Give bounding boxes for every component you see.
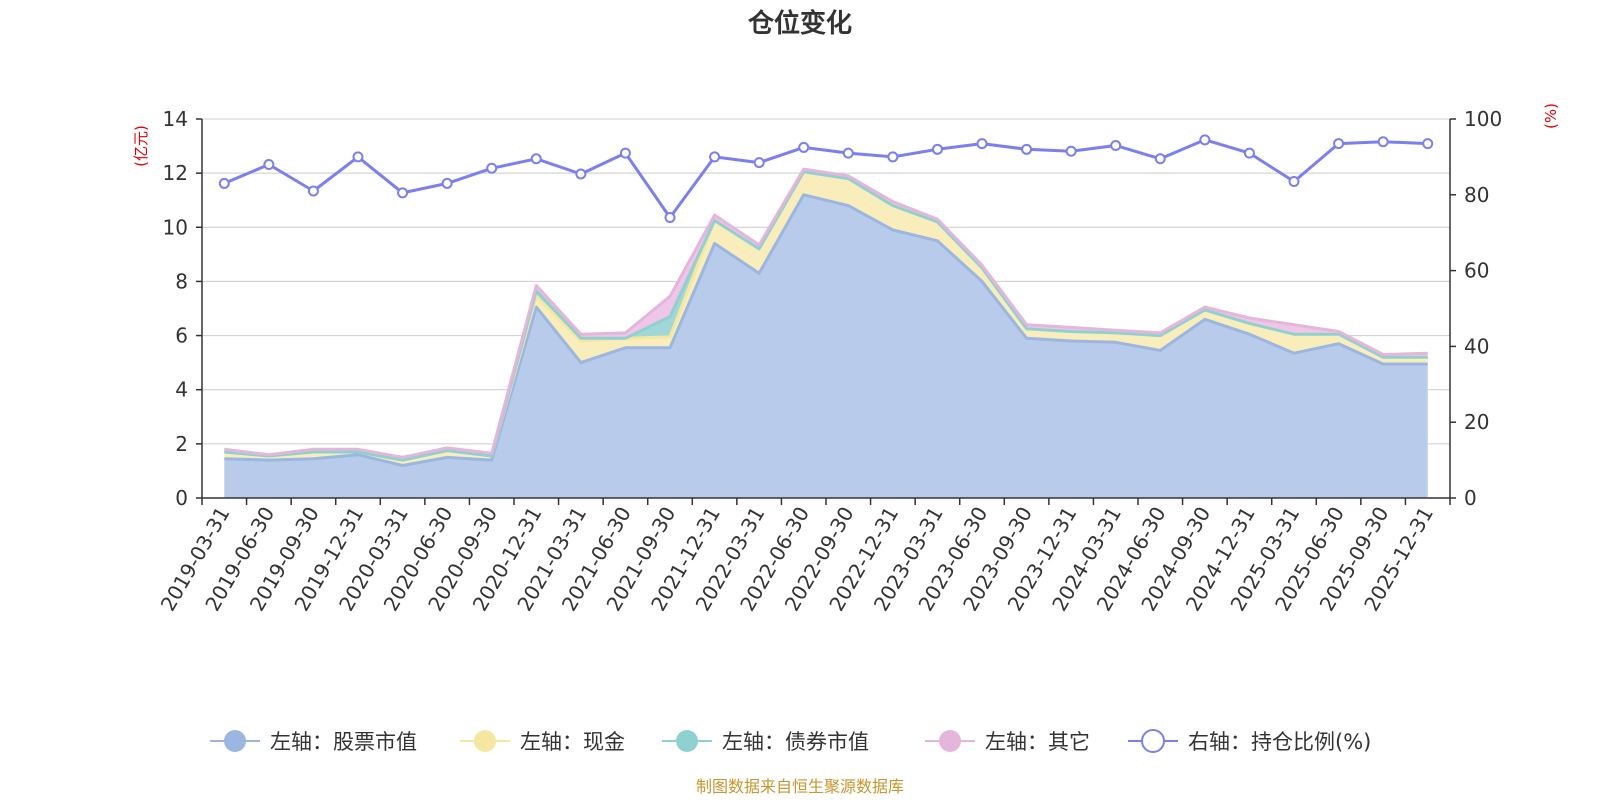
legend-label: 左轴：股票市值 [270, 730, 417, 754]
ratio-point [1199, 134, 1211, 146]
ratio-point [1288, 176, 1300, 188]
ratio-point [1333, 138, 1345, 150]
ratio-point [664, 212, 676, 224]
left-tick-label: 8 [175, 269, 188, 293]
area-edge-左轴：其它 [224, 167, 1428, 459]
legend-label: 左轴：债券市值 [722, 730, 869, 754]
ratio-point [976, 138, 988, 150]
ratio-line [223, 138, 1428, 219]
ratio-point [1110, 140, 1122, 152]
left-tick-label: 6 [175, 324, 188, 348]
left-tick-label: 4 [175, 378, 188, 402]
ratio-point [931, 143, 943, 155]
ratio-point [575, 168, 587, 180]
area-edge-左轴：债券市值 [224, 170, 1428, 462]
ratio-point [1377, 136, 1389, 148]
stacked-areas [224, 167, 1428, 499]
left-tick-label: 0 [175, 486, 188, 510]
legend-label: 右轴：持仓比例(%) [1188, 730, 1371, 754]
right-axis-unit: (%) [1542, 103, 1560, 129]
legend-item[interactable]: 左轴：债券市值 [662, 730, 869, 754]
chart-title: 仓位变化 [747, 8, 852, 39]
ratio-point [709, 151, 721, 163]
ratio-point [842, 147, 854, 159]
ratio-point [1065, 145, 1077, 157]
ratio-point [397, 187, 409, 199]
legend: 左轴：股票市值 左轴：现金 左轴：债券市值 左轴：其它 右轴：持仓比例(%) [210, 729, 1371, 754]
legend-marker [939, 730, 961, 752]
ratio-point [1021, 143, 1033, 155]
right-tick-label: 0 [1464, 486, 1477, 510]
legend-item[interactable]: 左轴：股票市值 [210, 730, 417, 754]
ratio-point [798, 141, 810, 153]
right-tick-label: 40 [1464, 334, 1489, 358]
left-axis-unit: (亿元) [132, 125, 150, 167]
legend-label: 左轴：现金 [520, 730, 625, 754]
ratio-point [619, 147, 631, 159]
right-tick-label: 60 [1464, 259, 1489, 283]
ratio-point [1243, 147, 1255, 159]
ratio-point [441, 177, 453, 189]
ratio-point [263, 158, 275, 170]
area-edge-左轴：股票市值 [224, 193, 1428, 467]
ratio-point [486, 162, 498, 174]
ratio-point [887, 151, 899, 163]
legend-label: 左轴：其它 [985, 730, 1090, 754]
ratio-point [530, 153, 542, 165]
right-tick-label: 20 [1464, 410, 1489, 434]
right-tick-label: 80 [1464, 183, 1489, 207]
legend-marker [224, 730, 246, 752]
ratio-line-layer [218, 134, 1434, 224]
legend-marker [1141, 729, 1165, 753]
legend-marker [474, 730, 496, 752]
right-tick-label: 100 [1464, 107, 1502, 131]
left-tick-label: 10 [163, 215, 188, 239]
area-左轴：股票市值 [224, 194, 1428, 499]
left-tick-label: 12 [163, 161, 188, 185]
ratio-point [352, 151, 364, 163]
legend-marker [676, 730, 698, 752]
left-tick-label: 2 [175, 432, 188, 456]
legend-item[interactable]: 左轴：现金 [460, 730, 625, 754]
ratio-point [1422, 138, 1434, 150]
legend-item[interactable]: 左轴：其它 [925, 730, 1090, 754]
legend-item[interactable]: 右轴：持仓比例(%) [1128, 729, 1371, 754]
ratio-point [1154, 153, 1166, 165]
ratio-point [307, 185, 319, 197]
data-source-note: 制图数据来自恒生聚源数据库 [696, 777, 904, 796]
ratio-point [218, 177, 230, 189]
ratio-point [753, 157, 765, 169]
left-tick-label: 14 [163, 107, 188, 131]
